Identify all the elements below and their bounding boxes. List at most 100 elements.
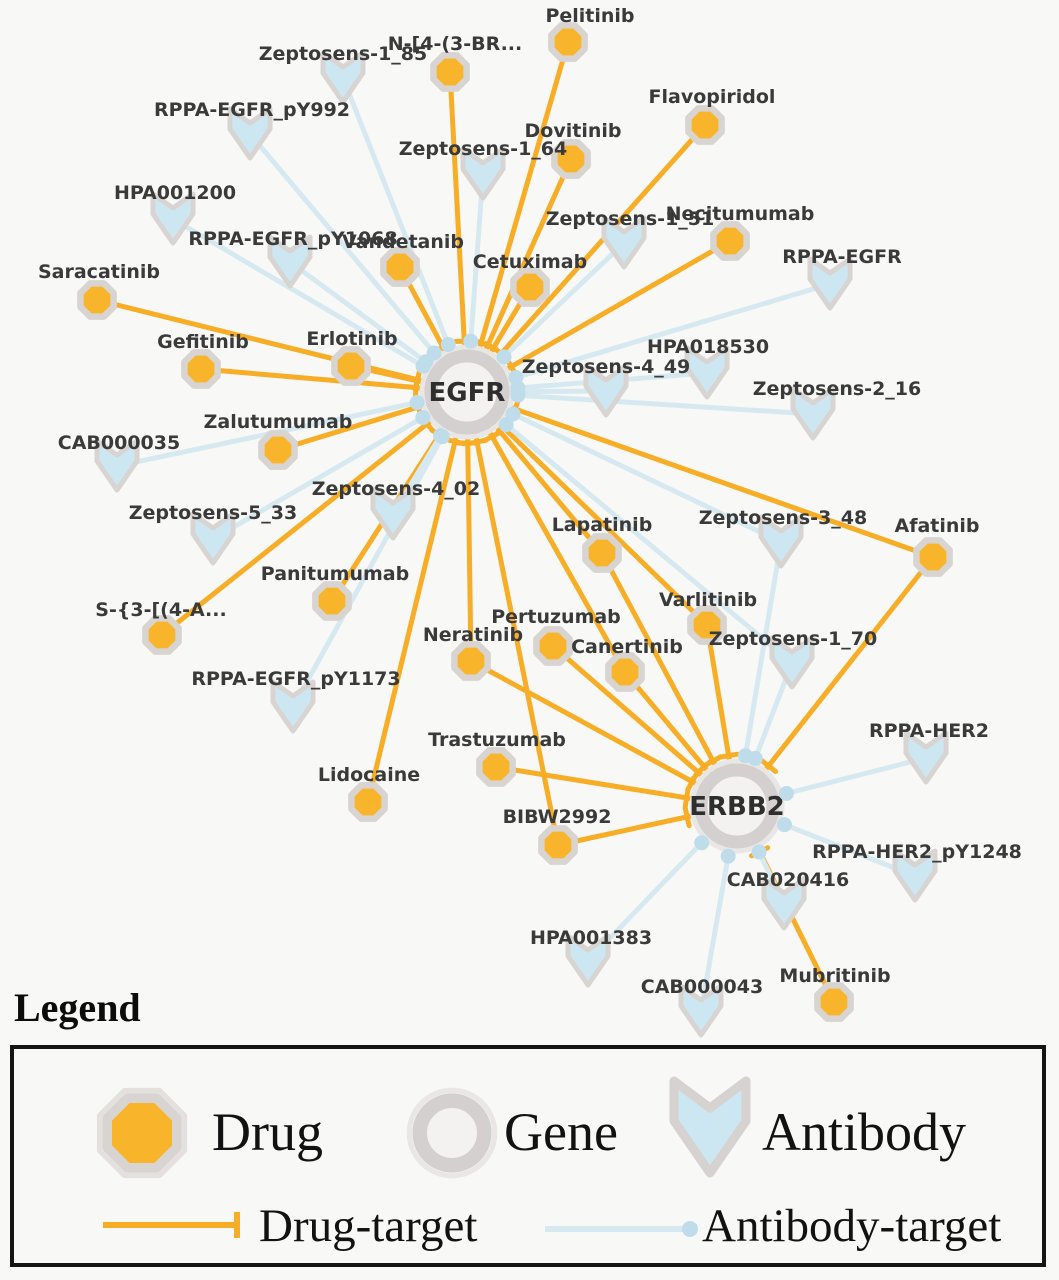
antibody-target-cap-icon <box>440 337 456 353</box>
antibody-node[interactable] <box>903 730 949 785</box>
antibody-node[interactable] <box>601 215 647 270</box>
gene-label: ERBB2 <box>689 792 785 822</box>
antibody-node[interactable] <box>150 191 196 246</box>
antibody-node[interactable] <box>190 511 236 566</box>
antibody-node[interactable] <box>892 848 938 903</box>
legend-title: Legend <box>14 985 141 1030</box>
drug-target-cap-icon <box>412 369 422 393</box>
edge-drug-target <box>365 391 470 803</box>
drug-node-label: Mubritinib <box>779 965 890 987</box>
antibody-target-cap-icon <box>778 785 794 801</box>
drug-node[interactable] <box>582 533 622 573</box>
drug-node[interactable] <box>312 581 352 621</box>
antibody-node-label: Zeptosens-2_16 <box>753 378 921 400</box>
legend-drug-label: Drug <box>212 1102 323 1162</box>
gene-node-egfr[interactable] <box>424 349 510 435</box>
antibody-node-label: Zeptosens-1_85 <box>259 43 427 65</box>
drug-target-cap-icon <box>465 437 489 447</box>
edge-drug-target <box>464 41 571 393</box>
antibody-node-label: Zeptosens-1_64 <box>399 138 567 160</box>
legend-box: Drug Gene Antibody Drug-target Antibody-… <box>10 1045 1046 1267</box>
antibody-node[interactable] <box>678 983 724 1038</box>
antibody-target-edge-icon <box>545 1221 698 1237</box>
drug-node[interactable] <box>538 825 578 865</box>
drug-node[interactable] <box>533 626 573 666</box>
antibody-target-cap-icon <box>510 387 526 403</box>
antibody-node[interactable] <box>583 363 629 418</box>
edge-drug-target <box>465 123 707 394</box>
antibody-node[interactable] <box>758 514 804 569</box>
drug-node[interactable] <box>142 615 182 655</box>
drug-node[interactable] <box>687 605 727 645</box>
drug-node-label: Vandetanib <box>342 231 464 253</box>
drug-node[interactable] <box>685 105 725 145</box>
antibody-node-label: RPPA-EGFR <box>782 246 902 268</box>
antibody-node[interactable] <box>270 679 316 734</box>
drug-node-label: Cetuximab <box>473 251 587 273</box>
drug-node-label: Pertuzumab <box>491 606 621 628</box>
antibody-node[interactable] <box>370 486 416 541</box>
antibody-node[interactable] <box>684 345 730 400</box>
drug-target-cap-icon <box>443 436 467 447</box>
antibody-target-cap-icon <box>496 349 512 365</box>
drug-node[interactable] <box>510 267 550 307</box>
drug-node[interactable] <box>331 346 371 386</box>
antibody-node-label: Zeptosens-3_48 <box>699 507 867 529</box>
drug-node[interactable] <box>380 247 420 287</box>
antibody-node-label: Zeptosens-1_51 <box>546 208 714 230</box>
antibody-target-cap-icon <box>463 333 479 349</box>
drug-node[interactable] <box>181 349 221 389</box>
antibody-node[interactable] <box>565 933 611 988</box>
drug-node[interactable] <box>430 52 470 92</box>
antibody-node-label: CAB000043 <box>641 976 763 998</box>
antibody-target-cap-icon <box>747 750 763 766</box>
drug-node-label: Flavopiridol <box>649 86 776 108</box>
drug-node-label: Pelitinib <box>545 5 634 27</box>
legend-drug-target-label: Drug-target <box>259 1200 478 1252</box>
edge-antibody-target <box>290 390 470 709</box>
antibody-node-label: RPPA-EGFR_pY992 <box>154 99 350 121</box>
drug-node[interactable] <box>710 221 750 261</box>
antibody-node[interactable] <box>761 876 807 931</box>
antibody-node[interactable] <box>267 234 313 289</box>
drug-node[interactable] <box>551 139 591 179</box>
antibody-node-label: CAB020416 <box>727 869 849 891</box>
antibody-node-label: Zeptosens-1_70 <box>709 628 877 650</box>
edge-antibody-target <box>466 281 831 395</box>
antibody-node[interactable] <box>769 635 815 690</box>
drug-node-label: S-{3-[(4-A... <box>95 599 226 621</box>
antibody-node[interactable] <box>460 146 506 201</box>
antibody-node-label: RPPA-HER2_pY1248 <box>812 841 1022 863</box>
drug-node-label: Neratinib <box>423 624 523 646</box>
antibody-node-label: Zeptosens-4_02 <box>312 478 480 500</box>
drug-node-label: Lidocaine <box>318 764 420 786</box>
drug-node[interactable] <box>258 430 298 470</box>
antibody-node[interactable] <box>807 256 853 311</box>
gene-node-erbb2[interactable] <box>694 763 780 849</box>
drug-node-label: Lapatinib <box>552 514 653 536</box>
gene-halo <box>689 758 785 854</box>
edge-antibody-target <box>116 389 468 469</box>
gene-label: EGFR <box>429 378 506 408</box>
legend-antibody-label: Antibody <box>762 1102 967 1162</box>
drug-node[interactable] <box>913 537 953 577</box>
drug-node[interactable] <box>451 641 491 681</box>
edge-drug-target <box>735 555 935 808</box>
drug-node-label: Trastuzumab <box>428 729 566 751</box>
drug-node[interactable] <box>348 782 388 822</box>
drug-target-edge-icon <box>103 1212 240 1238</box>
drug-node[interactable] <box>476 747 516 787</box>
antibody-node[interactable] <box>227 106 273 161</box>
drug-node-label: BIBW2992 <box>503 806 612 828</box>
edge-antibody-target <box>465 390 794 665</box>
antibody-node[interactable] <box>790 386 836 441</box>
drug-node[interactable] <box>814 982 854 1022</box>
antibody-node[interactable] <box>94 438 140 493</box>
drug-node-label: Panitumumab <box>261 563 409 585</box>
drug-node[interactable] <box>605 652 645 692</box>
antibody-node[interactable] <box>320 50 366 105</box>
drug-node[interactable] <box>77 280 117 320</box>
drug-node[interactable] <box>548 22 588 62</box>
